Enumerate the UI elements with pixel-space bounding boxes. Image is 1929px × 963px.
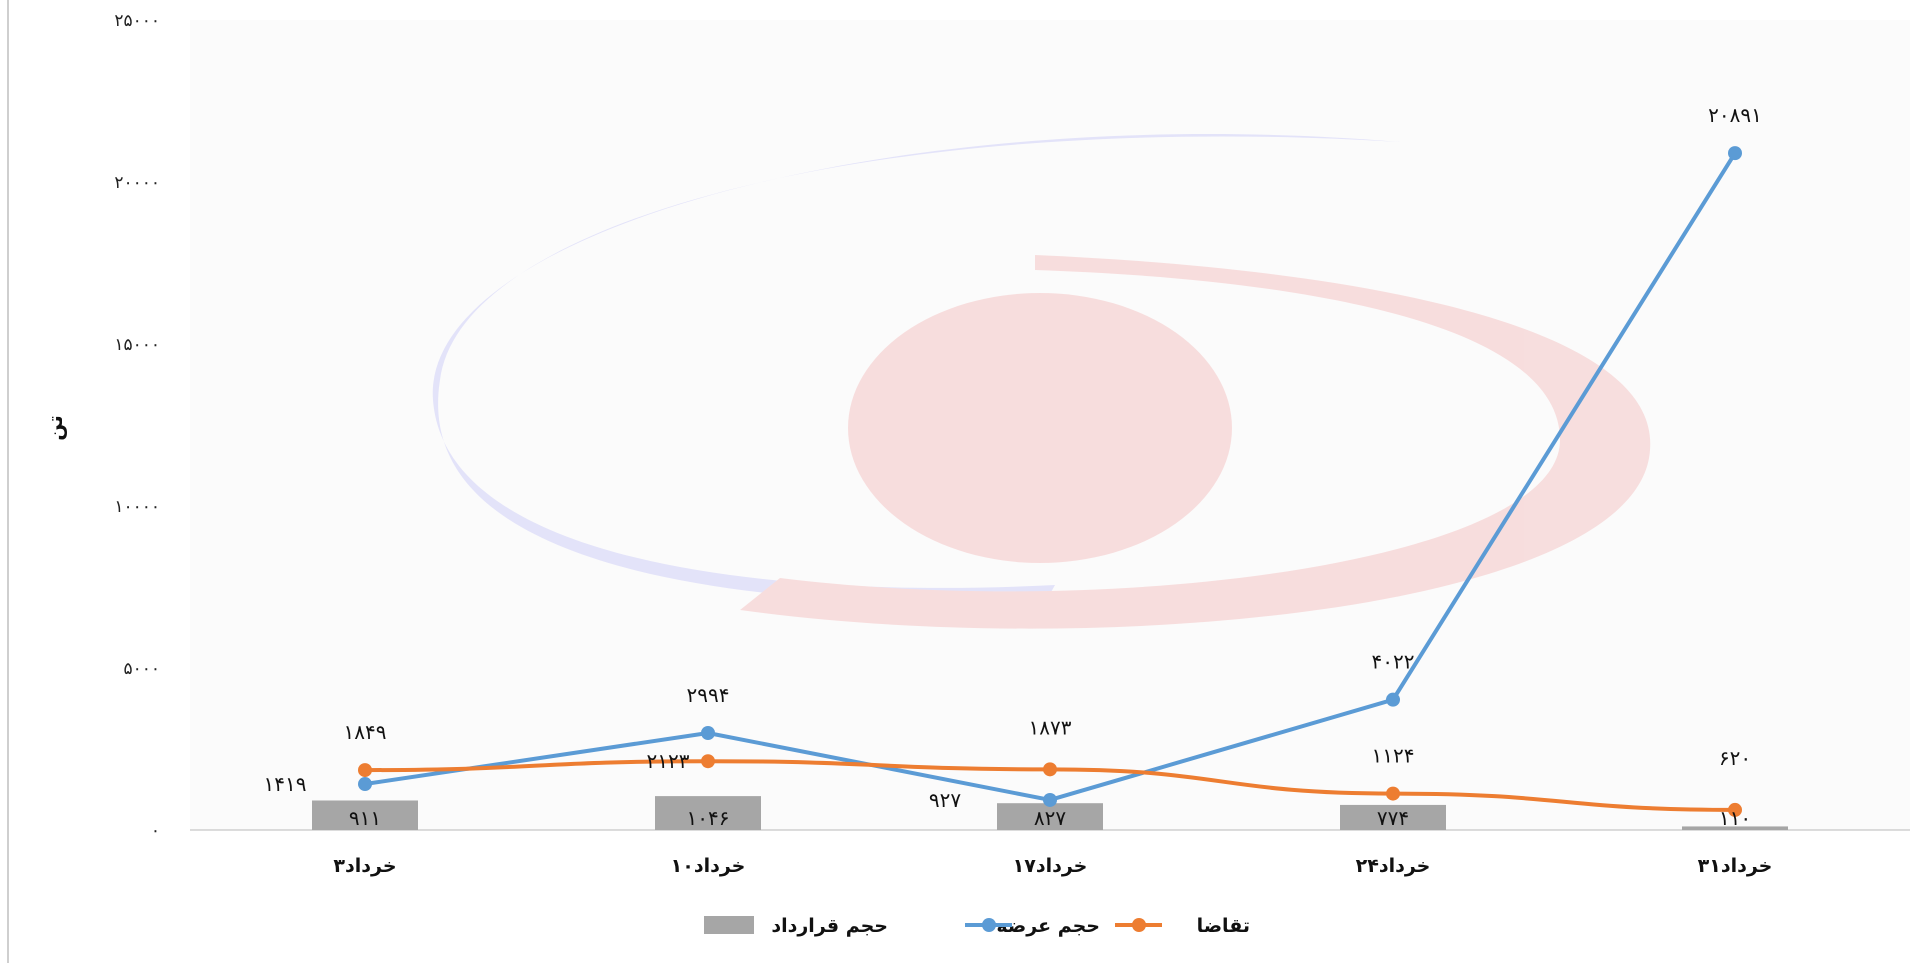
data-label-contract-volume: ۸۲۷ (1034, 806, 1066, 830)
data-label-supply-volume: ۲۹۹۴ (687, 683, 730, 707)
point-demand (1386, 786, 1400, 801)
legend-label: حجم قرارداد (771, 915, 888, 937)
x-axis-ticks: ۳خرداد ۱۰خرداد ۱۷خرداد ۲۴خرداد ۳۱خرداد (333, 855, 1772, 877)
plot-area (190, 20, 1910, 830)
legend-item-demand: تقاضا (1115, 915, 1250, 937)
y-tick-label: ۱۵۰۰۰ (114, 335, 160, 355)
bar-contract-volume (1340, 804, 1446, 830)
point-supply-volume (358, 777, 372, 792)
point-demand (358, 763, 372, 778)
y-tick-label: ۵۰۰۰ (123, 659, 160, 679)
point-supply-volume (1728, 146, 1742, 161)
point-supply-volume (1386, 692, 1400, 707)
point-supply-volume (701, 725, 715, 740)
x-tick-label: ۳۱خرداد (1698, 855, 1773, 877)
x-tick-label: ۱۷خرداد (1013, 855, 1088, 877)
x-tick-label: ۲۴خرداد (1356, 855, 1431, 877)
data-label-demand: ۲۱۲۳ (647, 749, 690, 773)
legend-swatch-marker (1132, 918, 1146, 932)
data-label-contract-volume: ۱۱۰ (1719, 806, 1751, 830)
bar-contract-volume (1682, 826, 1788, 830)
watermark-logo (432, 134, 1651, 629)
point-supply-volume (1043, 792, 1057, 807)
data-label-supply-volume: ۴۰۲۲ (1372, 650, 1415, 674)
y-tick-label: ۰ (151, 821, 160, 841)
line-series (358, 146, 1742, 817)
bar-contract-volume (997, 803, 1103, 830)
y-tick-label: ۲۰۰۰۰ (114, 173, 160, 193)
data-label-demand: ۱۱۲۴ (1372, 744, 1415, 768)
data-label-demand: ۱۸۷۳ (1029, 715, 1072, 739)
bar-contract-volume (312, 800, 418, 830)
legend-item-supply-volume: حجم عرضه (965, 915, 1100, 937)
legend: تقاضا حجم عرضه حجم قرارداد (704, 915, 1250, 937)
data-label-contract-volume: ۱۰۴۶ (687, 806, 730, 830)
data-label-demand: ۶۲۰ (1719, 746, 1751, 770)
legend-swatch-marker (982, 918, 996, 932)
y-tick-label: ۲۵۰۰۰ (114, 11, 160, 31)
legend-item-contract-volume: حجم قرارداد (704, 915, 888, 937)
y-axis-ticks: ۰ ۵۰۰۰ ۱۰۰۰۰ ۱۵۰۰۰ ۲۰۰۰۰ ۲۵۰۰۰ (114, 11, 160, 841)
data-label-contract-volume: ۹۱۱ (349, 806, 381, 830)
bar-series (312, 796, 1788, 830)
legend-label: حجم عرضه (996, 915, 1100, 937)
data-label-contract-volume: ۷۷۴ (1377, 806, 1409, 830)
legend-label: تقاضا (1197, 915, 1250, 937)
point-demand (701, 754, 715, 769)
y-axis-label: تن (43, 415, 67, 441)
x-tick-label: ۱۰خرداد (671, 855, 746, 877)
point-demand (1728, 802, 1742, 817)
data-labels: ۱۴۱۹ ۲۹۹۴ ۹۲۷ ۴۰۲۲ ۲۰۸۹۱ ۱۸۴۹ ۲۱۲۳ ۱۸۷۳ ۱۱۲۴ ۶۲۰ ۹… (264, 103, 1762, 830)
data-label-demand: ۱۸۴۹ (344, 720, 387, 744)
data-label-supply-volume: ۱۴۱۹ (264, 772, 307, 796)
x-tick-label: ۳خرداد (333, 855, 396, 877)
y-tick-label: ۱۰۰۰۰ (114, 497, 160, 517)
data-label-supply-volume: ۲۰۸۹۱ (1708, 103, 1762, 127)
legend-swatch-bar (704, 916, 754, 934)
point-demand (1043, 762, 1057, 777)
bar-contract-volume (655, 796, 761, 830)
data-label-supply-volume: ۹۲۷ (929, 788, 961, 812)
